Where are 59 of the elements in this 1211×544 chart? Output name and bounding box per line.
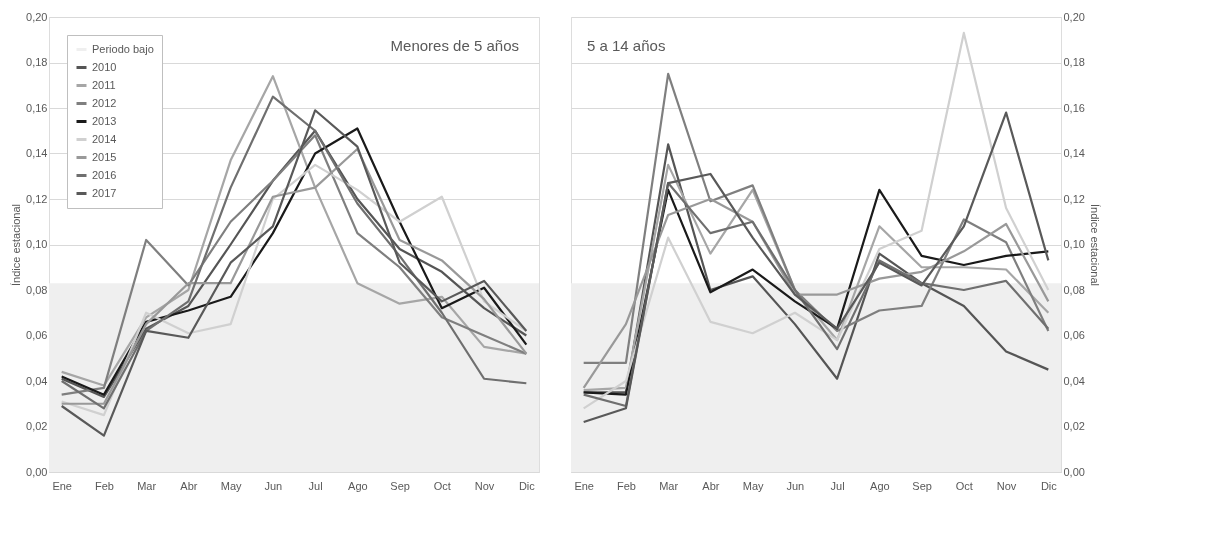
y-axis-title: Índice estacional <box>10 204 23 286</box>
x-tick-label: Jul <box>308 479 323 492</box>
x-tick-label: Nov <box>996 479 1017 492</box>
x-tick-label: Ene <box>574 479 594 492</box>
y2-tick-label: 0,20 <box>1063 10 1085 23</box>
legend-label: 2015 <box>92 150 117 163</box>
y-tick-label: 0,12 <box>26 192 48 205</box>
text: 5 a 14 años <box>587 37 666 54</box>
x-tick-label: Sep <box>912 479 932 492</box>
y-tick-label: 0,06 <box>26 329 48 341</box>
x-tick-label: Nov <box>474 479 495 492</box>
x-tick-label: Feb <box>94 479 114 492</box>
x-tick-label: Mar <box>659 479 679 492</box>
x-tick-label: Sep <box>390 479 410 492</box>
y2-tick-label: 0,02 <box>1063 420 1085 432</box>
legend-label: 2014 <box>92 132 117 145</box>
x-tick-label: Feb <box>616 479 636 492</box>
x-tick-label: Mar <box>137 479 157 492</box>
y-tick-label: 0,08 <box>26 283 48 296</box>
x-tick-label: Ene <box>52 479 72 492</box>
x-tick-label: Ago <box>348 479 368 492</box>
y-tick-label: 0,20 <box>26 10 48 23</box>
y2-tick-label: 0,18 <box>1063 56 1085 68</box>
y-tick-label: 0,14 <box>26 147 48 159</box>
y2-tick-label: 0,06 <box>1063 329 1085 341</box>
x-tick-label: May <box>742 479 765 492</box>
x-tick-label: Oct <box>955 479 973 492</box>
y2-tick-label: 0,10 <box>1063 238 1085 250</box>
y-tick-label: 0,04 <box>26 374 48 387</box>
y2-tick-label: 0,00 <box>1063 465 1085 478</box>
y2-tick-label: 0,14 <box>1063 147 1085 159</box>
y2-tick-label: 0,04 <box>1063 374 1085 387</box>
y2-tick-label: 0,12 <box>1063 192 1085 205</box>
y2-axis-title: Índice estacional <box>1088 204 1101 286</box>
y2-tick-label: 0,16 <box>1063 101 1085 114</box>
y2-tick-label: 0,08 <box>1063 283 1085 296</box>
y-tick-label: 0,18 <box>26 56 48 68</box>
y-tick-label: 0,10 <box>26 238 48 250</box>
x-tick-label: Oct <box>433 479 451 492</box>
x-tick-label: Dic <box>1040 479 1058 492</box>
legend-label: 2012 <box>92 96 117 109</box>
legend-label: 2011 <box>92 78 116 91</box>
legend-label: Periodo bajo <box>92 42 154 55</box>
x-tick-label: Abr <box>180 479 198 492</box>
legend-label: 2013 <box>92 114 117 127</box>
x-tick-label: Abr <box>702 479 720 492</box>
x-tick-label: May <box>220 479 243 492</box>
x-tick-label: Jul <box>830 479 845 492</box>
legend-label: 2017 <box>92 186 117 199</box>
x-tick-label: Ago <box>870 479 890 492</box>
y-tick-label: 0,00 <box>26 465 48 478</box>
x-tick-label: Jun <box>786 479 805 492</box>
x-tick-label: Dic <box>518 479 536 492</box>
x-tick-label: Jun <box>264 479 283 492</box>
legend-label: 2010 <box>92 60 117 73</box>
y-tick-label: 0,02 <box>26 420 48 432</box>
y-tick-label: 0,16 <box>26 101 48 114</box>
legend-label: 2016 <box>92 168 117 181</box>
text: Menores de 5 años <box>390 37 519 54</box>
